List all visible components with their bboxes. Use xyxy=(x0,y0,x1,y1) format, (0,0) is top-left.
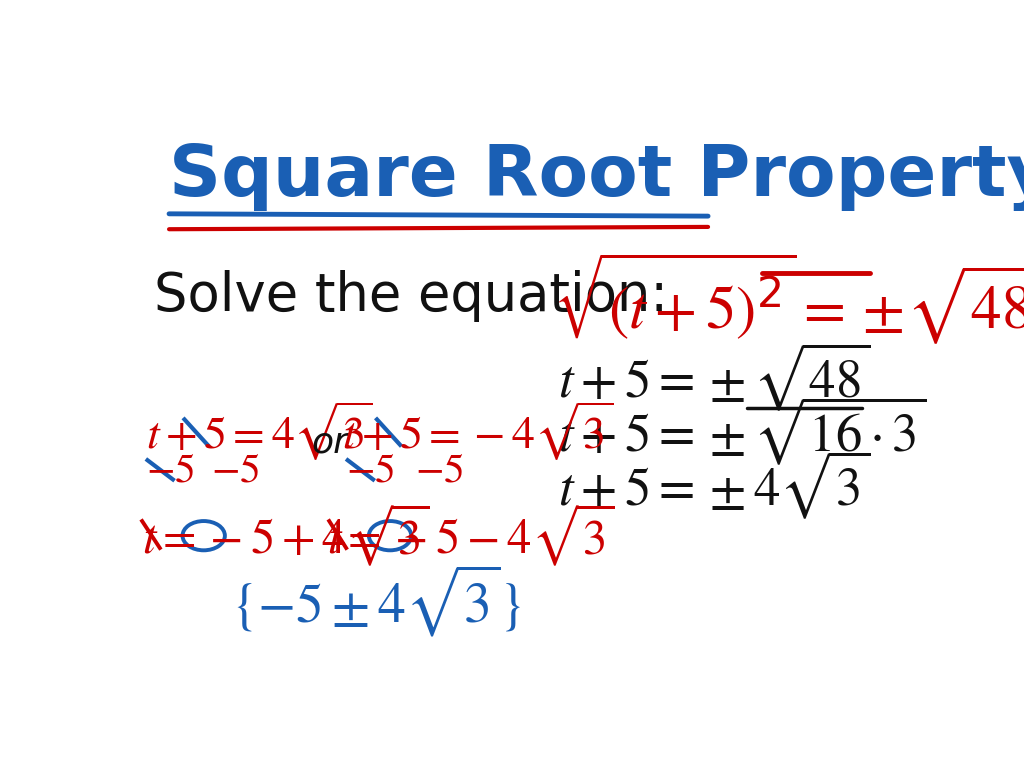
Text: $-5$: $-5$ xyxy=(346,449,395,491)
Text: $t + 5 = \pm 4\sqrt{3}$: $t + 5 = \pm 4\sqrt{3}$ xyxy=(558,449,870,521)
Text: $-5$: $-5$ xyxy=(416,449,464,491)
Text: $t+5= -4\sqrt{3}$: $t+5= -4\sqrt{3}$ xyxy=(342,399,614,463)
Text: $t=-5+4\sqrt{3}$: $t=-5+4\sqrt{3}$ xyxy=(142,502,430,568)
Text: $-5$: $-5$ xyxy=(211,449,260,491)
Text: $t + 5 = \pm\sqrt{16 \cdot 3}$: $t + 5 = \pm\sqrt{16 \cdot 3}$ xyxy=(558,395,927,467)
Text: Square Root Property: Square Root Property xyxy=(169,142,1024,211)
Text: $-5$: $-5$ xyxy=(146,449,195,491)
Text: or: or xyxy=(311,425,348,459)
Text: $\sqrt{(t+5)^{\mathregular{2}}} = \pm\!\sqrt{48}$: $\sqrt{(t+5)^{\mathregular{2}}} = \pm\!\… xyxy=(553,250,1024,346)
Text: $t+5= 4\sqrt{3}$: $t+5= 4\sqrt{3}$ xyxy=(146,399,373,463)
Text: $\{-5 \pm 4\sqrt{3}\}$: $\{-5 \pm 4\sqrt{3}\}$ xyxy=(230,562,521,638)
Text: Solve the equation:: Solve the equation: xyxy=(154,270,668,323)
Text: $t + 5 = \pm\sqrt{48}$: $t + 5 = \pm\sqrt{48}$ xyxy=(558,341,870,413)
Text: $t=-5-4\sqrt{3}$: $t=-5-4\sqrt{3}$ xyxy=(327,502,614,568)
